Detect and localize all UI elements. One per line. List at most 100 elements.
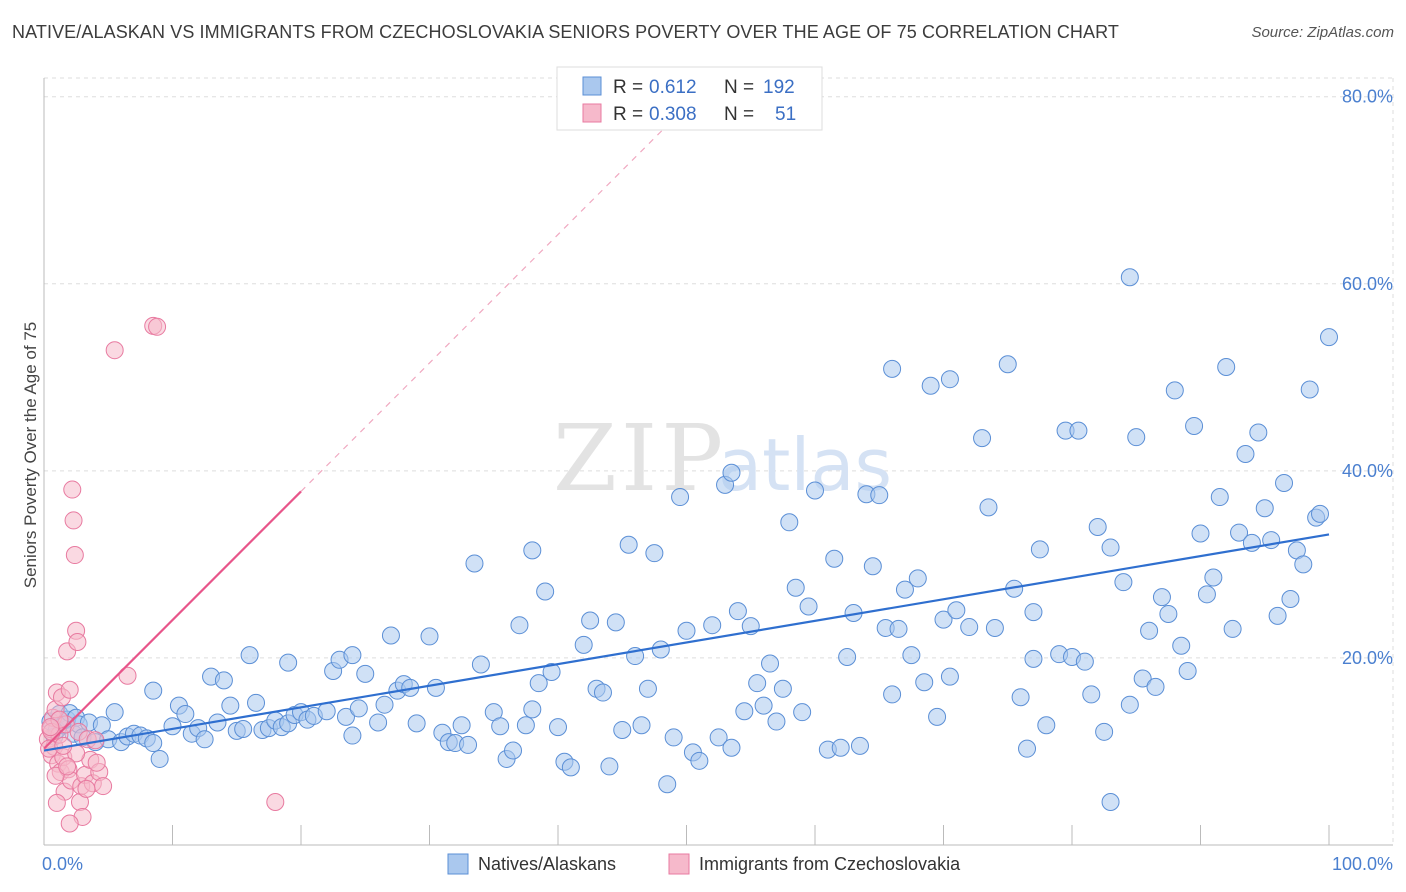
blue-point-91 — [632, 716, 651, 735]
blue-point-104 — [722, 463, 741, 482]
pink-point-18 — [63, 480, 82, 499]
blue-point-95 — [658, 775, 677, 794]
blue-point-105 — [728, 602, 747, 621]
blue-point-83 — [581, 611, 600, 630]
chart-title: NATIVE/ALASKAN VS IMMIGRANTS FROM CZECHO… — [12, 22, 1120, 42]
blue-point-53 — [369, 713, 388, 732]
pink-trend-line — [43, 490, 302, 750]
blue-point-191 — [1311, 504, 1330, 523]
blue-point-101 — [703, 616, 722, 635]
blue-point-92 — [638, 679, 657, 698]
pink-point-49 — [41, 718, 60, 737]
pink-point-22 — [68, 633, 87, 652]
blue-point-145 — [1011, 688, 1030, 707]
blue-point-35 — [240, 646, 259, 665]
blue-point-32 — [221, 696, 240, 715]
blue-point-106 — [735, 702, 754, 721]
blue-point-183 — [1268, 606, 1287, 625]
blue-point-194 — [883, 359, 902, 378]
blue-point-181 — [1255, 499, 1274, 518]
blue-point-195 — [1120, 695, 1139, 714]
blue-point-73 — [510, 616, 529, 635]
legend-swatch-pink — [582, 103, 602, 123]
blue-point-117 — [806, 481, 824, 500]
blue-point-68 — [471, 655, 490, 674]
blue-point-126 — [870, 486, 889, 505]
blue-point-74 — [516, 716, 535, 735]
blue-point-185 — [1281, 589, 1300, 608]
blue-point-75 — [523, 700, 542, 719]
blue-point-156 — [1088, 517, 1107, 536]
blue-point-171 — [1191, 524, 1210, 543]
blue-point-162 — [1133, 669, 1152, 688]
pink-point-20 — [65, 546, 84, 565]
blue-point-15 — [105, 703, 124, 722]
legend-n-value-pink: 51 — [775, 104, 796, 125]
legend-r-label-pink: R = — [613, 104, 643, 125]
y-tick-label-0: 20.0% — [1342, 648, 1393, 668]
blue-point-175 — [1217, 358, 1236, 377]
blue-point-79 — [549, 718, 567, 737]
blue-point-188 — [1300, 380, 1319, 399]
points-layer — [38, 268, 1338, 833]
blue-point-160 — [1120, 268, 1139, 287]
blue-point-180 — [1249, 423, 1268, 442]
legend-r-value-blue: 0.612 — [649, 77, 697, 98]
blue-point-70 — [491, 717, 510, 736]
bottom-legend-label-pink: Immigrants from Czechoslovakia — [699, 854, 961, 874]
x-tick-label-1: 100.0% — [1332, 854, 1393, 874]
blue-point-138 — [947, 601, 966, 620]
blue-point-46 — [317, 702, 336, 721]
y-tick-label-1: 40.0% — [1342, 461, 1393, 481]
blue-point-85 — [593, 683, 612, 702]
blue-point-23 — [163, 717, 182, 736]
blue-point-157 — [1095, 722, 1114, 741]
pink-point-36 — [148, 317, 167, 336]
pink-point-19 — [64, 511, 83, 530]
blue-point-196 — [1101, 792, 1120, 811]
blue-point-168 — [1172, 636, 1191, 655]
blue-point-98 — [677, 621, 696, 640]
legend-n-value-blue: 192 — [763, 77, 795, 98]
blue-point-149 — [1037, 716, 1056, 735]
axis-layer: 20.0% 40.0% 60.0% 80.0% 0.0% 100.0% — [42, 78, 1393, 874]
blue-point-112 — [773, 679, 792, 698]
blue-point-159 — [1114, 573, 1133, 592]
blue-point-153 — [1069, 421, 1088, 440]
blue-point-178 — [1236, 445, 1255, 464]
legend-n-label-pink: N = — [724, 104, 754, 125]
y-tick-label-2: 60.0% — [1342, 274, 1393, 294]
pink-point-33 — [94, 777, 113, 796]
blue-point-140 — [973, 429, 992, 448]
blue-point-129 — [889, 619, 908, 638]
blue-point-148 — [1030, 540, 1049, 559]
blue-point-94 — [651, 640, 670, 659]
blue-point-78 — [542, 662, 561, 681]
blue-point-96 — [664, 728, 683, 747]
blue-point-137 — [940, 667, 959, 686]
blue-point-133 — [915, 673, 934, 692]
blue-point-155 — [1082, 685, 1101, 704]
blue-point-114 — [786, 578, 805, 597]
blue-point-131 — [902, 646, 921, 665]
blue-point-120 — [831, 738, 850, 757]
blue-point-113 — [780, 513, 799, 532]
blue-point-34 — [234, 720, 253, 739]
blue-point-169 — [1178, 662, 1197, 681]
blue-point-55 — [381, 626, 400, 645]
blue-point-197 — [722, 738, 741, 757]
pink-point-38 — [266, 792, 285, 811]
blue-point-36 — [247, 693, 266, 712]
blue-point-130 — [895, 580, 914, 599]
bottom-legend-swatch-pink — [668, 853, 690, 875]
blue-point-146 — [1018, 739, 1037, 758]
blue-point-172 — [1197, 585, 1216, 604]
blue-point-142 — [985, 618, 1004, 637]
legend-r-value-pink: 0.308 — [649, 104, 697, 125]
pink-point-45 — [77, 779, 96, 798]
y-axis-title: Seniors Poverty Over the Age of 75 — [21, 322, 40, 588]
blue-point-200 — [343, 646, 362, 665]
blue-point-76 — [529, 674, 548, 693]
blue-point-102 — [709, 728, 728, 747]
